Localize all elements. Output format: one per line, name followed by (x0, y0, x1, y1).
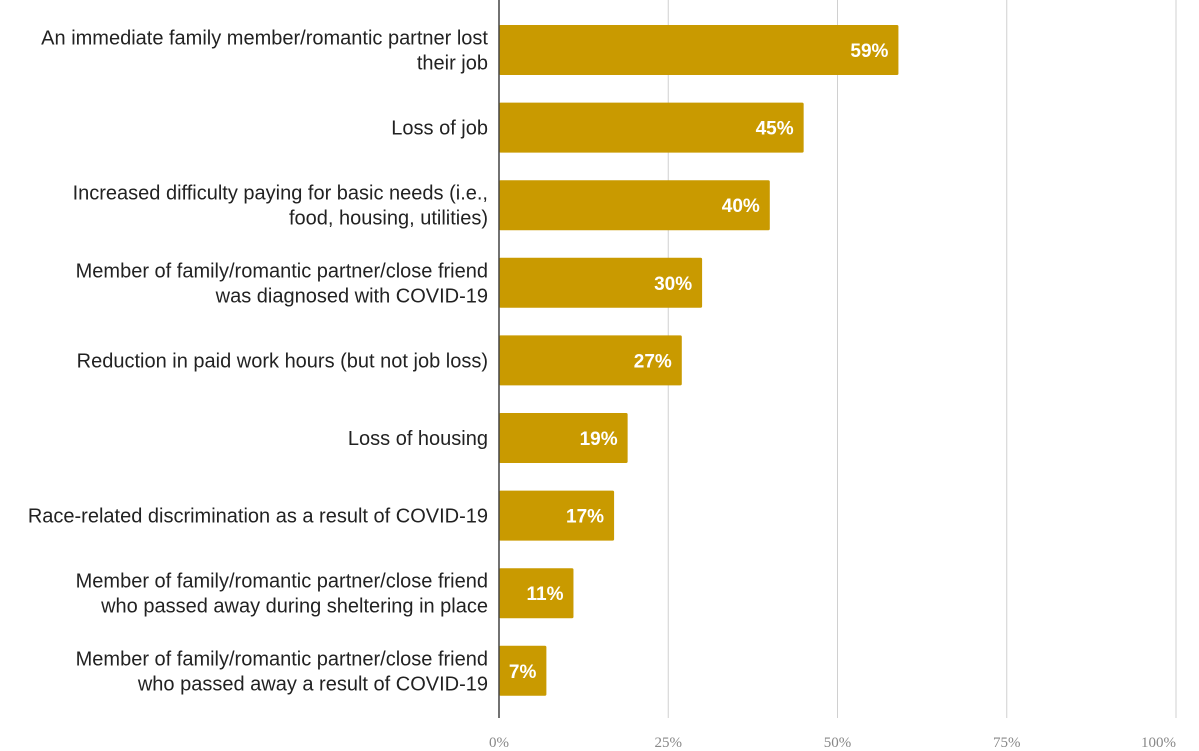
bar (499, 257, 703, 308)
bar-value-label: 19% (580, 429, 618, 450)
x-tick-label: 25% (655, 735, 683, 751)
category-label-line: Member of family/romantic partner/close … (76, 571, 488, 593)
bar (499, 102, 804, 153)
x-tick-label: 75% (993, 735, 1021, 751)
bar-value-label: 40% (722, 196, 760, 217)
bar (499, 645, 547, 696)
bar-value-label: 27% (634, 351, 672, 372)
bar (499, 490, 615, 541)
bar-value-label: 45% (756, 119, 794, 140)
x-tick-label: 50% (824, 735, 852, 751)
category-label-line: Reduction in paid work hours (but not jo… (77, 350, 488, 372)
x-tick-label: 100% (1141, 735, 1176, 751)
category-label-line: who passed away a result of COVID-19 (137, 673, 488, 695)
category-labels: An immediate family member/romantic part… (28, 28, 489, 696)
category-label-line: Race-related discrimination as a result … (28, 506, 488, 528)
category-label: Member of family/romantic partner/close … (76, 260, 488, 307)
category-label-line: An immediate family member/romantic part… (41, 28, 488, 50)
bar (499, 25, 899, 75)
category-label-line: Member of family/romantic partner/close … (76, 260, 488, 282)
bar (499, 335, 682, 386)
x-tick-labels: 0% 25% 50% 75% 100% (489, 735, 1176, 751)
category-label: Race-related discrimination as a result … (28, 506, 488, 528)
category-label-line: was diagnosed with COVID-19 (215, 285, 488, 307)
category-label-line: Loss of housing (348, 428, 488, 450)
bar-value-label: 7% (509, 662, 537, 683)
category-label: Increased difficulty paying for basic ne… (73, 183, 488, 230)
bar (499, 568, 574, 619)
category-label-line: Increased difficulty paying for basic ne… (73, 183, 488, 205)
category-label-line: Loss of job (391, 118, 488, 140)
category-label: Reduction in paid work hours (but not jo… (77, 350, 488, 372)
category-label: Member of family/romantic partner/close … (76, 571, 488, 618)
bar-value-label: 59% (850, 41, 888, 62)
category-label-line: Member of family/romantic partner/close … (76, 648, 488, 670)
x-tick-label: 0% (489, 735, 509, 751)
category-label: Loss of job (391, 118, 488, 140)
category-label: Member of family/romantic partner/close … (76, 648, 488, 695)
category-label: An immediate family member/romantic part… (41, 28, 488, 75)
category-label-line: food, housing, utilities) (289, 208, 488, 230)
bar-value-label: 11% (526, 584, 563, 605)
category-label-line: their job (417, 53, 488, 75)
bars: 59% 45% 40% 30% 27% 19% 17% 11% 7% (499, 25, 899, 696)
bar-value-label: 17% (566, 507, 604, 528)
bar-value-label: 30% (654, 274, 692, 295)
category-label-line: who passed away during sheltering in pla… (100, 596, 488, 618)
bar (499, 180, 770, 231)
category-label: Loss of housing (348, 428, 488, 450)
bar (499, 413, 628, 463)
